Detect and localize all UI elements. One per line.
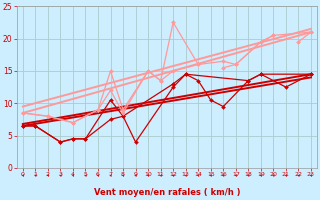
X-axis label: Vent moyen/en rafales ( km/h ): Vent moyen/en rafales ( km/h ) xyxy=(94,188,240,197)
